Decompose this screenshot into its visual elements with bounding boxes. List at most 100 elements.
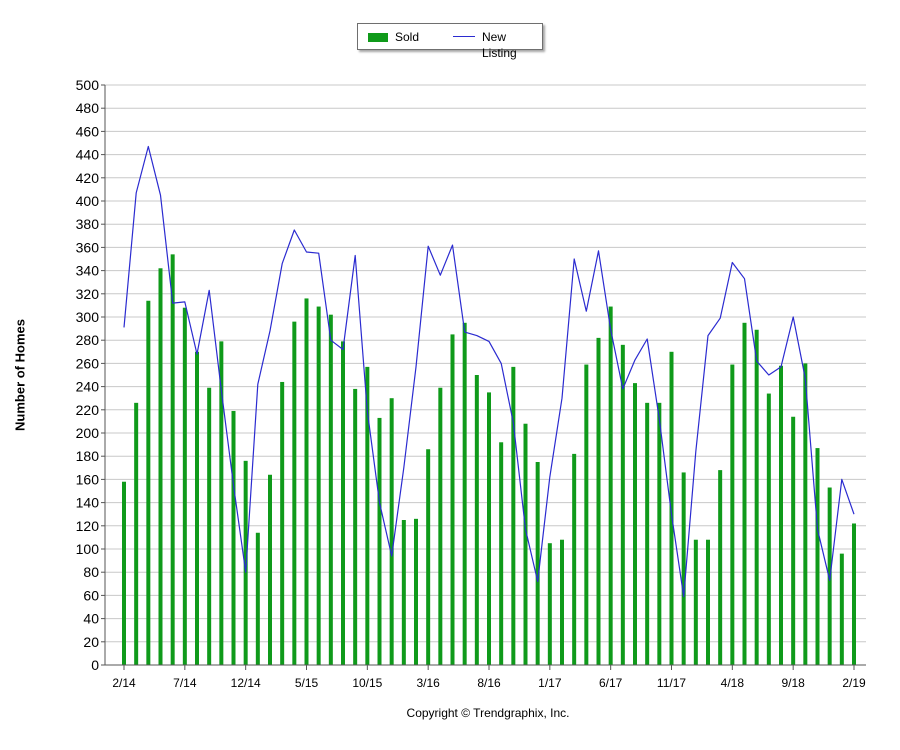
sold-bars: [122, 254, 856, 666]
y-tick-label: 200: [76, 425, 100, 441]
sold-bar: [608, 306, 613, 665]
x-tick-label: 9/18: [781, 676, 805, 690]
sold-bar: [706, 539, 710, 665]
new-listing-series-line: [123, 145, 855, 598]
sold-bar: [487, 392, 491, 665]
sold-bar: [243, 460, 248, 665]
sold-bar: [377, 417, 382, 665]
sold-bar: [839, 553, 844, 665]
y-tick-label: 160: [76, 471, 100, 487]
sold-bar: [389, 398, 394, 665]
y-tick-label: 300: [76, 309, 100, 325]
gridlines: [101, 84, 866, 666]
legend: Sold New Listing: [357, 23, 543, 60]
y-tick-label: 360: [76, 239, 100, 255]
axes: [104, 85, 866, 666]
x-tick-label: 7/14: [173, 676, 197, 690]
sold-bar: [742, 322, 747, 665]
sold-bar: [511, 366, 516, 665]
sold-bar: [779, 365, 783, 665]
sold-bar: [207, 387, 212, 665]
sold-bar: [219, 341, 224, 665]
y-tick-label: 180: [76, 448, 100, 464]
sold-bar: [401, 520, 406, 665]
sold-bar: [535, 462, 540, 665]
x-tick-label: 12/14: [231, 676, 261, 690]
x-tick-label: 5/15: [295, 676, 319, 690]
new-listing-legend-swatch: [453, 36, 475, 37]
y-tick-labels: 0 20 40 60 80 100 120 140 160 180 200 220 240 260 280 3…: [76, 77, 100, 673]
y-tick-label: 260: [76, 355, 100, 371]
y-tick-label: 40: [83, 611, 99, 627]
y-tick-label: 420: [76, 170, 100, 186]
sold-bar: [122, 481, 126, 665]
x-tick-label: 2/14: [112, 676, 136, 690]
y-axis-label: Number of Homes: [12, 319, 28, 431]
sold-bar: [645, 402, 650, 665]
y-tick-label: 400: [76, 193, 100, 209]
sold-bar: [316, 306, 321, 665]
sold-bar: [620, 344, 625, 665]
sold-bar: [852, 523, 856, 665]
sold-bar: [547, 543, 552, 665]
sold-bar: [560, 539, 564, 665]
sold-bar: [414, 518, 418, 665]
sold-bar: [584, 364, 589, 665]
sold-bar: [815, 448, 820, 665]
sold-bar: [280, 381, 285, 665]
sold-bar: [134, 402, 139, 665]
sold-bar: [572, 453, 577, 665]
sold-bar: [730, 364, 735, 665]
sold-bar: [438, 387, 443, 665]
x-tick-labels: 2/14 7/14 12/14 5/15 10/15 3/16 8/16 1/17 6/17 11…: [112, 665, 866, 690]
y-tick-label: 100: [76, 541, 100, 557]
sold-bar: [596, 337, 601, 665]
y-tick-label: 280: [76, 332, 100, 348]
y-tick-label: 120: [76, 518, 100, 534]
sold-bar: [718, 470, 723, 665]
y-tick-label: 340: [76, 263, 100, 279]
y-tick-label: 380: [76, 216, 100, 232]
y-tick-label: 240: [76, 379, 100, 395]
x-tick-label: 1/17: [538, 676, 562, 690]
sold-bar: [231, 410, 236, 665]
sold-bar: [669, 351, 674, 665]
x-tick-label: 8/16: [477, 676, 501, 690]
sold-bar: [450, 334, 455, 665]
sold-bar: [766, 393, 771, 665]
sold-bar: [304, 298, 309, 665]
sold-legend-label: Sold: [395, 30, 420, 44]
sold-bar: [341, 341, 345, 665]
y-tick-label: 60: [83, 587, 99, 603]
sold-bar: [255, 532, 260, 665]
sold-bar: [292, 321, 297, 665]
sold-bar: [681, 472, 686, 665]
y-tick-label: 500: [76, 77, 100, 93]
x-tick-label: 11/17: [657, 676, 686, 690]
sold-bar: [803, 363, 808, 665]
sold-bar: [754, 329, 759, 665]
sold-bar: [158, 268, 163, 665]
y-tick-label: 480: [76, 100, 100, 116]
sold-bar: [462, 322, 467, 665]
sold-bar: [365, 366, 370, 665]
copyright-text: Copyright © Trendgraphix, Inc.: [406, 706, 570, 720]
x-tick-label: 2/19: [842, 676, 866, 690]
new-listing-legend-label: New Listing: [482, 30, 517, 60]
sold-bar: [523, 423, 528, 665]
sold-legend-swatch: [368, 33, 388, 42]
sold-bar: [170, 254, 175, 666]
sold-bar: [353, 388, 358, 665]
x-tick-label: 3/16: [416, 676, 440, 690]
sold-bar: [146, 300, 151, 665]
sold-bar: [426, 449, 431, 665]
sold-bar: [474, 375, 479, 665]
y-tick-label: 0: [91, 657, 99, 673]
sold-bar: [657, 402, 662, 665]
y-tick-label: 80: [83, 564, 99, 580]
sold-bar: [268, 474, 272, 665]
y-tick-label: 320: [76, 286, 100, 302]
y-tick-label: 220: [76, 402, 100, 418]
y-tick-label: 140: [76, 495, 100, 511]
